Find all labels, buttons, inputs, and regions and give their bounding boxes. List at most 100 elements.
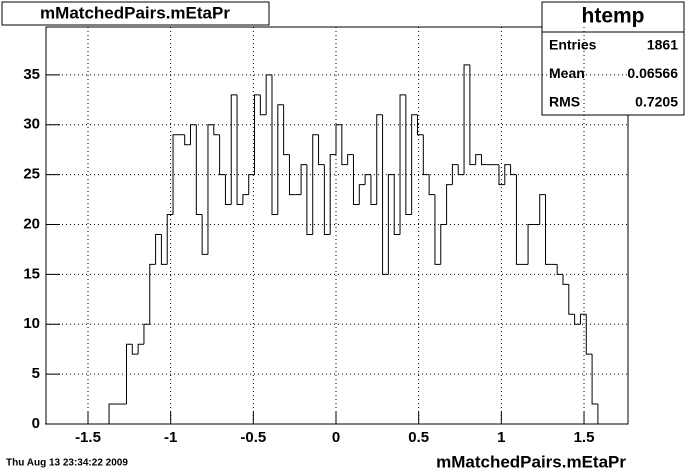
histogram-bin <box>323 164 331 235</box>
histogram-bin <box>207 124 214 255</box>
stats-value: 1861 <box>647 37 678 53</box>
stats-value: 0.7205 <box>635 94 678 110</box>
histogram-bin <box>219 134 226 176</box>
x-tick-label: 1 <box>497 429 505 446</box>
histogram-bin <box>312 134 319 235</box>
histogram-bin <box>515 174 523 265</box>
histogram-bin <box>376 114 383 205</box>
histogram-bin <box>440 224 447 265</box>
histogram-bin <box>166 214 174 265</box>
histogram-bin <box>271 74 278 216</box>
histogram-bin <box>405 94 412 216</box>
histogram-bin <box>318 134 325 166</box>
histogram-bin <box>306 164 313 235</box>
histogram-bin <box>184 134 191 146</box>
histogram-bin <box>149 263 156 325</box>
chart-title: mMatchedPairs.mEtaPr <box>40 3 230 22</box>
histogram-bin <box>329 154 337 235</box>
histogram-bin <box>160 234 168 265</box>
stats-label: RMS <box>549 94 580 110</box>
stats-box: htemp <box>541 1 685 116</box>
y-tick-label: 30 <box>23 116 40 133</box>
x-axis-title: mMatchedPairs.mEtaPr <box>436 452 626 471</box>
x-tick-label: -0.5 <box>240 429 266 446</box>
histogram-bin <box>591 354 598 405</box>
histogram-bin <box>574 314 581 325</box>
histogram-bin <box>242 194 249 205</box>
histogram-bin <box>382 114 389 275</box>
histogram-bin <box>451 164 459 185</box>
histogram-bin <box>463 64 470 175</box>
histogram-bin <box>341 124 348 166</box>
stats-label: Mean <box>549 65 585 81</box>
x-tick-label: 0 <box>332 429 340 446</box>
y-tick-label: 35 <box>23 66 40 83</box>
histogram-bin <box>248 174 255 195</box>
histogram-bin <box>562 274 569 285</box>
histogram-bin <box>469 64 476 166</box>
x-tick-label: -1 <box>164 429 177 446</box>
title-box <box>1 1 270 26</box>
histogram-bin <box>597 404 604 425</box>
histogram-bin <box>358 184 366 205</box>
histogram-bin <box>125 343 133 405</box>
histogram-bin <box>370 174 377 206</box>
histogram-bin <box>387 174 395 275</box>
plot-frame <box>45 26 629 425</box>
histogram-bin <box>545 194 552 265</box>
histogram-bin <box>335 124 342 155</box>
histogram-bin <box>393 174 401 235</box>
histogram-bin <box>283 104 290 156</box>
histogram-bin <box>481 154 488 166</box>
histogram-bin <box>579 313 587 325</box>
histogram-bin <box>527 224 534 265</box>
histogram-bin <box>230 94 238 205</box>
stats-label: Entries <box>549 37 597 53</box>
y-tick-label: 25 <box>23 166 40 183</box>
stats-value: 0.06566 <box>627 65 678 81</box>
y-tick-label: 5 <box>32 365 40 382</box>
histogram-bin <box>446 184 453 225</box>
histogram-bin <box>172 134 179 215</box>
histogram-bin <box>585 314 593 355</box>
x-tick-label: -1.5 <box>75 429 101 446</box>
histogram-bin <box>108 403 115 424</box>
y-tick-label: 20 <box>23 215 40 232</box>
histogram-bin <box>201 214 208 255</box>
x-tick-label: 1.5 <box>574 429 595 446</box>
histogram-bin <box>411 114 418 215</box>
y-tick-label: 0 <box>32 415 40 432</box>
histogram-bin <box>259 94 267 116</box>
histogram-bin <box>213 124 220 136</box>
y-tick-label: 15 <box>23 265 40 282</box>
histogram-bin <box>568 284 575 315</box>
histogram-bin <box>475 154 482 165</box>
histogram-bin <box>428 174 435 196</box>
histogram-bin <box>155 233 162 265</box>
footer-date: Thu Aug 13 23:34:22 2009 <box>6 458 128 469</box>
histogram-bin <box>131 344 139 355</box>
x-tick-label: 0.5 <box>408 429 429 446</box>
histogram-bin <box>457 164 465 176</box>
histogram-bin <box>422 134 430 176</box>
stats-frame <box>541 1 685 116</box>
histogram-bin <box>556 264 563 275</box>
histogram-bin <box>434 194 441 265</box>
y-tick-label: 10 <box>23 315 40 332</box>
histogram-bin <box>137 343 144 355</box>
histogram-bin <box>224 174 232 206</box>
histogram-bin <box>399 94 406 235</box>
histogram-bin <box>236 94 243 206</box>
histogram-bin <box>352 154 360 206</box>
histogram-bin <box>416 114 424 136</box>
histogram-bin <box>539 194 546 225</box>
histogram-bin <box>265 74 272 115</box>
histogram-bin <box>504 164 511 185</box>
histogram-bin <box>190 124 197 145</box>
stats-title: htemp <box>582 5 645 28</box>
histogram-bin <box>254 94 261 175</box>
histogram-bin <box>498 164 505 186</box>
histogram-bin <box>277 104 284 215</box>
histogram-bin <box>143 323 150 345</box>
